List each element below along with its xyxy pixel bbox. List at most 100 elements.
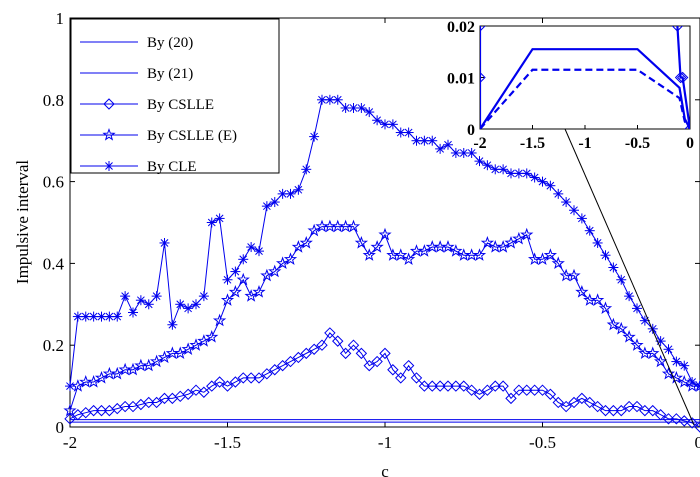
data-point-diamond bbox=[213, 376, 226, 388]
data-point-asterisk bbox=[372, 115, 383, 126]
x-tick-label: -1 bbox=[378, 433, 392, 452]
data-point-diamond bbox=[450, 380, 462, 392]
data-point-asterisk bbox=[608, 262, 619, 273]
data-point-star bbox=[362, 248, 376, 261]
data-point-diamond bbox=[206, 380, 218, 392]
data-point-diamond bbox=[182, 388, 194, 400]
data-point-asterisk bbox=[269, 197, 280, 208]
data-point-diamond bbox=[615, 404, 627, 417]
data-point-star bbox=[575, 285, 589, 298]
x-tick-label: -1.5 bbox=[214, 433, 241, 452]
data-point-star bbox=[401, 252, 416, 265]
data-point-diamond bbox=[276, 359, 289, 372]
data-point-asterisk bbox=[490, 164, 501, 175]
data-point-diamond bbox=[253, 372, 265, 384]
data-point-star bbox=[260, 268, 274, 282]
data-point-asterisk bbox=[65, 381, 75, 392]
data-point-asterisk bbox=[293, 184, 304, 195]
data-point-diamond bbox=[552, 396, 564, 409]
data-point-star bbox=[63, 403, 77, 417]
data-point-diamond bbox=[671, 26, 684, 32]
series-by-cslle bbox=[64, 327, 700, 433]
data-point-diamond bbox=[434, 380, 446, 392]
data-point-star bbox=[512, 231, 526, 245]
data-point-diamond bbox=[442, 380, 454, 392]
data-point-diamond bbox=[229, 376, 242, 388]
y-tick-label: 1 bbox=[56, 9, 65, 28]
data-point-star bbox=[606, 317, 621, 331]
legend-entry: By (21) bbox=[80, 66, 193, 82]
data-point-diamond bbox=[481, 384, 494, 396]
data-point-diamond bbox=[410, 372, 423, 384]
legend-entry: By CSLLE (E) bbox=[80, 128, 237, 144]
data-point-star bbox=[472, 248, 487, 261]
data-point-asterisk bbox=[474, 156, 485, 167]
data-point-asterisk bbox=[206, 217, 217, 228]
y-tick-label: 0.2 bbox=[43, 336, 64, 355]
data-point-star bbox=[496, 240, 510, 253]
data-point-star bbox=[622, 330, 636, 343]
data-point-asterisk bbox=[427, 135, 438, 146]
data-point-diamond bbox=[87, 404, 100, 417]
data-point-asterisk bbox=[309, 131, 320, 142]
inset-y-tick-label: 0 bbox=[467, 122, 475, 139]
data-point-diamond bbox=[339, 347, 352, 360]
data-point-asterisk bbox=[521, 168, 532, 179]
data-point-diamond bbox=[355, 347, 368, 360]
data-point-star bbox=[551, 256, 565, 270]
data-point-asterisk bbox=[647, 323, 658, 334]
data-point-diamond bbox=[544, 388, 557, 400]
legend-label: By CSLLE (E) bbox=[147, 128, 237, 144]
data-point-diamond bbox=[143, 396, 155, 409]
data-point-asterisk bbox=[238, 254, 249, 265]
data-point-star bbox=[346, 219, 361, 233]
data-point-star bbox=[86, 375, 101, 388]
data-point-star bbox=[504, 235, 518, 249]
data-point-asterisk bbox=[592, 237, 603, 248]
data-point-star bbox=[378, 227, 392, 241]
inset-ticks: 0 0.01 0.02 -2 -1.5 -1 -0.5 0 bbox=[447, 19, 694, 152]
data-point-diamond bbox=[150, 396, 163, 409]
data-point-diamond bbox=[591, 400, 604, 413]
data-point-asterisk bbox=[443, 139, 453, 150]
data-point-star bbox=[661, 366, 676, 380]
data-point-diamond bbox=[379, 347, 391, 360]
series-by-cle bbox=[65, 94, 700, 392]
data-point-diamond bbox=[599, 404, 612, 417]
data-point-star bbox=[370, 240, 384, 253]
data-point-star bbox=[189, 338, 203, 351]
data-point-asterisk bbox=[356, 102, 367, 113]
data-point-star bbox=[677, 375, 691, 388]
data-point-asterisk bbox=[553, 188, 564, 199]
inset-y-tick-label: 0.02 bbox=[447, 19, 475, 36]
data-point-asterisk bbox=[529, 172, 540, 183]
data-point-diamond bbox=[497, 380, 509, 392]
data-point-diamond bbox=[528, 384, 541, 396]
data-point-diamond bbox=[395, 372, 407, 384]
data-point-diamond bbox=[513, 384, 525, 396]
data-point-diamond bbox=[607, 404, 620, 417]
data-point-asterisk bbox=[128, 307, 138, 318]
data-point-diamond bbox=[316, 339, 328, 351]
data-point-diamond bbox=[576, 392, 588, 405]
data-point-diamond bbox=[198, 386, 210, 398]
data-point-diamond bbox=[584, 396, 596, 409]
data-point-diamond bbox=[402, 359, 415, 372]
data-point-star bbox=[205, 330, 219, 343]
data-point-asterisk bbox=[167, 319, 178, 330]
data-point-diamond bbox=[324, 327, 336, 339]
data-point-star bbox=[244, 289, 258, 302]
data-point-star bbox=[236, 272, 250, 286]
data-point-asterisk bbox=[616, 274, 627, 285]
inset-plot-area bbox=[479, 25, 691, 130]
data-point-asterisk bbox=[175, 299, 186, 310]
legend: By (20) By (21) By CSLLE By CSLLE (E) By CLE bbox=[70, 18, 280, 175]
data-point-diamond bbox=[308, 343, 320, 355]
data-point-diamond bbox=[505, 392, 517, 405]
data-point-star bbox=[417, 244, 432, 257]
data-point-diamond bbox=[473, 388, 486, 400]
data-point-star bbox=[543, 248, 558, 261]
legend-label: By (20) bbox=[147, 35, 193, 51]
y-tick-label: 0.6 bbox=[43, 173, 64, 192]
